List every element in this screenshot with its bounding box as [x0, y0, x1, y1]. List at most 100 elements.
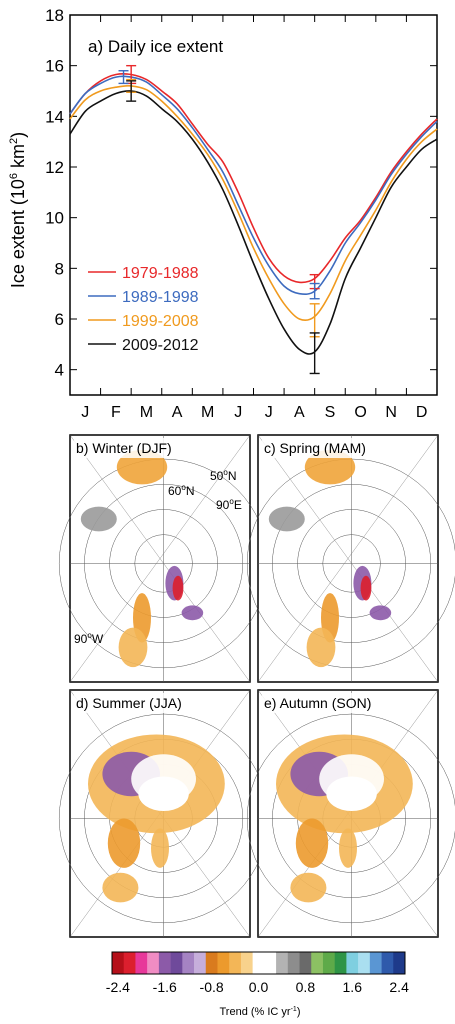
- colorbar-tick-label: -1.6: [153, 979, 177, 995]
- trend-region: [290, 872, 327, 903]
- colorbar-cell: [393, 952, 406, 974]
- trend-region: [80, 506, 117, 532]
- y-axis-label: Ice extent (106 km2): [8, 132, 28, 288]
- colorbar-cell: [217, 952, 230, 974]
- legend-label: 2009-2012: [122, 337, 199, 354]
- colorbar-tick-label: -0.8: [200, 979, 224, 995]
- colorbar-cell: [299, 952, 312, 974]
- colorbar-cell: [264, 952, 277, 974]
- trend-region: [172, 575, 184, 601]
- colorbar-tick-label: 0.0: [249, 979, 269, 995]
- x-tick-label: A: [172, 404, 183, 421]
- label-backdrop: [262, 693, 392, 713]
- legend-label: 1979-1988: [122, 265, 199, 282]
- colorbar-cell: [334, 952, 347, 974]
- colorbar-cell: [147, 952, 160, 974]
- x-tick-label: A: [294, 404, 305, 421]
- y-tick-label: 16: [45, 57, 64, 76]
- trend-region: [107, 818, 141, 868]
- trend-region: [181, 605, 204, 621]
- map-panel-2: d) Summer (JJA): [58, 689, 269, 938]
- meridian-line: [257, 434, 439, 683]
- trend-region: [268, 506, 305, 532]
- y-tick-label: 12: [45, 158, 64, 177]
- colorbar-cell: [229, 952, 242, 974]
- trend-region: [360, 575, 372, 601]
- map-annotation: 90oW: [74, 631, 104, 646]
- x-tick-label: M: [140, 404, 153, 421]
- trend-region: [118, 627, 148, 668]
- error-bars: [118, 64, 320, 375]
- colorbar-cell: [194, 952, 207, 974]
- colorbar-cell: [287, 952, 300, 974]
- colorbar-cell: [276, 952, 289, 974]
- x-tick-label: F: [111, 404, 121, 421]
- x-tick-label: J: [234, 404, 242, 421]
- colorbar-cell: [240, 952, 253, 974]
- y-tick-label: 8: [55, 259, 64, 278]
- x-tick-label: N: [385, 404, 397, 421]
- y-tick-label: 6: [55, 310, 64, 329]
- legend-label: 1999-2008: [122, 313, 199, 330]
- map-panel-3: e) Autumn (SON): [246, 689, 455, 938]
- y-tick-label: 18: [45, 6, 64, 25]
- colorbar-cell: [170, 952, 183, 974]
- colorbar-cell: [346, 952, 359, 974]
- trend-region: [116, 449, 168, 485]
- colorbar-cell: [322, 952, 335, 974]
- x-tick-label: J: [265, 404, 273, 421]
- label-backdrop: [262, 438, 392, 458]
- meridian-line: [69, 434, 251, 683]
- colorbar-cell: [381, 952, 394, 974]
- map-panel-1: c) Spring (MAM): [246, 434, 455, 683]
- map-panel-label: d) Summer (JJA): [76, 695, 182, 711]
- y-axis: 4 6 8 10 12 14 16 18: [45, 6, 437, 380]
- colorbar-cell: [112, 952, 125, 974]
- label-backdrop: [74, 438, 204, 458]
- map-panel-label: c) Spring (MAM): [264, 440, 366, 456]
- colorbar-cell: [135, 952, 148, 974]
- x-tick-label: J: [81, 404, 89, 421]
- legend: 1979-1988 1989-1998 1999-2008 2009-2012: [88, 265, 199, 354]
- y-tick-label: 4: [55, 361, 64, 380]
- colorbar-tick-label: 1.6: [343, 979, 363, 995]
- y-tick-label: 14: [45, 107, 64, 126]
- seasonal-trend-maps: b) Winter (DJF) c) Spring (MAM) d) Summer …: [58, 434, 455, 938]
- colorbar-cell: [123, 952, 136, 974]
- trend-region: [102, 872, 139, 903]
- pole-region: [138, 776, 189, 812]
- label-backdrop: [74, 693, 204, 713]
- colorbar-tick-label: 0.8: [296, 979, 316, 995]
- legend-label: 1989-1998: [122, 289, 199, 306]
- colorbar-tick-label: 2.4: [389, 979, 409, 995]
- trend-region: [306, 627, 336, 668]
- y-tick-label: 10: [45, 209, 64, 228]
- colorbar-cell: [252, 952, 265, 974]
- map-annotation: 60oN: [168, 483, 194, 498]
- map-panel-label: e) Autumn (SON): [264, 695, 371, 711]
- colorbar: -2.4 -1.6 -0.8 0.0 0.8 1.6 2.4: [106, 951, 409, 995]
- colorbar-cell: [358, 952, 371, 974]
- x-tick-label: D: [416, 404, 428, 421]
- colorbar-frame: [111, 951, 406, 975]
- map-panel-0: b) Winter (DJF): [58, 434, 269, 683]
- trend-region: [369, 605, 392, 621]
- x-tick-label: O: [354, 404, 366, 421]
- trend-region: [295, 818, 329, 868]
- colorbar-cell: [205, 952, 218, 974]
- colorbar-cell: [311, 952, 324, 974]
- map-annotation: 90oE: [216, 497, 242, 512]
- colorbar-cell: [158, 952, 171, 974]
- pole-region: [326, 776, 377, 812]
- trend-region: [304, 449, 356, 485]
- map-annotation: 50oN: [210, 468, 236, 483]
- trend-region: [151, 828, 169, 868]
- daily-ice-extent-chart: a) Daily ice extent 4 6 8 10 12 14 16 18 J F M A M J…: [8, 6, 438, 421]
- colorbar-tick-label: -2.4: [106, 979, 130, 995]
- x-tick-label: M: [201, 404, 214, 421]
- map-panel-label: b) Winter (DJF): [76, 440, 172, 456]
- x-tick-label: S: [325, 404, 336, 421]
- trend-region: [339, 828, 357, 868]
- colorbar-cell: [182, 952, 195, 974]
